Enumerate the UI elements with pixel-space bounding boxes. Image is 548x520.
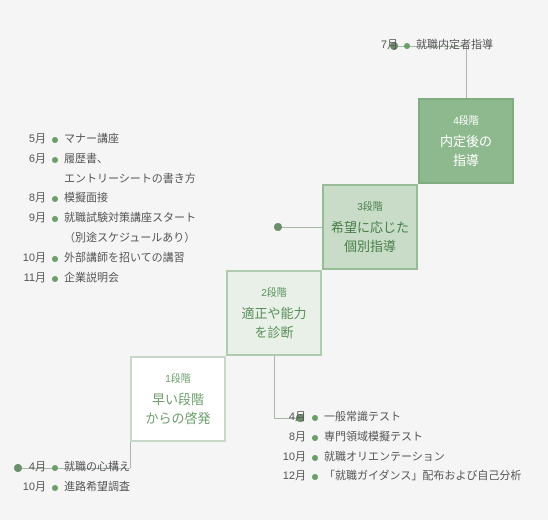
list-month: 10月 [18,478,46,498]
stage-title: 内定後の指導 [440,133,492,169]
list-text: 一般常識テスト [324,408,521,428]
list-item: （別途スケジュールあり） [18,229,196,249]
list-item: 11月企業説明会 [18,269,196,289]
stage-3: 3段階希望に応じた個別指導 [322,184,418,270]
list-item: 4月一般常識テスト [278,408,521,428]
list-month: 4月 [18,458,46,478]
bullet-icon [52,256,58,262]
list-item: 4月就職の心構え [18,458,130,478]
list-month: 10月 [18,249,46,269]
bullet-icon [404,43,410,49]
list-month: 6月 [18,150,46,170]
bullet-icon [52,196,58,202]
stage-title: 早い段階からの啓発 [145,391,210,427]
list-item: 7月就職内定者指導 [370,36,493,56]
list-middle-left: 5月マナー講座6月履歴書、エントリーシートの書き方8月模擬面接9月就職試験対策講… [18,130,196,288]
list-month: 8月 [18,189,46,209]
stage-1: 1段階早い段階からの啓発 [130,356,226,442]
list-text: 履歴書、 [64,150,196,170]
list-text: エントリーシートの書き方 [64,170,196,190]
list-text: 「就職ガイダンス」配布および自己分析 [324,467,521,487]
list-bottom-left: 4月就職の心構え10月進路希望調査 [18,458,130,498]
bullet-icon [52,465,58,471]
list-item: 10月進路希望調査 [18,478,130,498]
bullet-icon [312,455,318,461]
list-text: 専門領域模擬テスト [324,428,521,448]
list-text: 就職内定者指導 [416,36,493,56]
list-text: 企業説明会 [64,269,196,289]
list-month: 5月 [18,130,46,150]
list-month: 8月 [278,428,306,448]
stage-4: 4段階内定後の指導 [418,98,514,184]
list-month: 9月 [18,209,46,229]
bullet-icon [312,474,318,480]
bullet-icon [52,276,58,282]
bullet-icon [52,485,58,491]
list-bottom-right: 4月一般常識テスト8月専門領域模擬テスト10月就職オリエンテーション12月「就職… [278,408,521,487]
stage-label: 3段階 [357,198,383,213]
list-item: 9月就職試験対策講座スタート [18,209,196,229]
bullet-icon [52,236,58,242]
list-text: 就職オリエンテーション [324,448,521,468]
list-text: マナー講座 [64,130,196,150]
list-item: 10月就職オリエンテーション [278,448,521,468]
list-text: 進路希望調査 [64,478,130,498]
list-text: 模擬面接 [64,189,196,209]
list-item: 8月模擬面接 [18,189,196,209]
stage-title: 適正や能力を診断 [241,305,306,341]
list-text: 就職試験対策講座スタート [64,209,196,229]
stage-title: 希望に応じた個別指導 [331,219,409,255]
list-item: エントリーシートの書き方 [18,170,196,190]
list-month: 4月 [278,408,306,428]
stage-label: 4段階 [453,112,479,127]
connector-line [274,356,275,418]
stage-label: 1段階 [165,370,191,385]
bullet-icon [52,157,58,163]
stage-2: 2段階適正や能力を診断 [226,270,322,356]
list-text: （別途スケジュールあり） [64,229,196,249]
bullet-icon [52,137,58,143]
list-text: 就職の心構え [64,458,130,478]
list-item: 6月履歴書、 [18,150,196,170]
top-right-item: 7月就職内定者指導 [370,36,493,56]
list-month: 7月 [370,36,398,56]
list-item: 10月外部講師を招いての講習 [18,249,196,269]
list-item: 8月専門領域模擬テスト [278,428,521,448]
list-month: 10月 [278,448,306,468]
connector-line [280,227,322,228]
bullet-icon [312,415,318,421]
connector-line [130,442,131,468]
bullet-icon [312,435,318,441]
list-item: 5月マナー講座 [18,130,196,150]
bullet-icon [52,216,58,222]
list-item: 12月「就職ガイダンス」配布および自己分析 [278,467,521,487]
list-month: 12月 [278,467,306,487]
list-month: 11月 [18,269,46,289]
list-text: 外部講師を招いての講習 [64,249,196,269]
stage-label: 2段階 [261,284,287,299]
bullet-icon [52,177,58,183]
connector-dot [274,223,282,231]
